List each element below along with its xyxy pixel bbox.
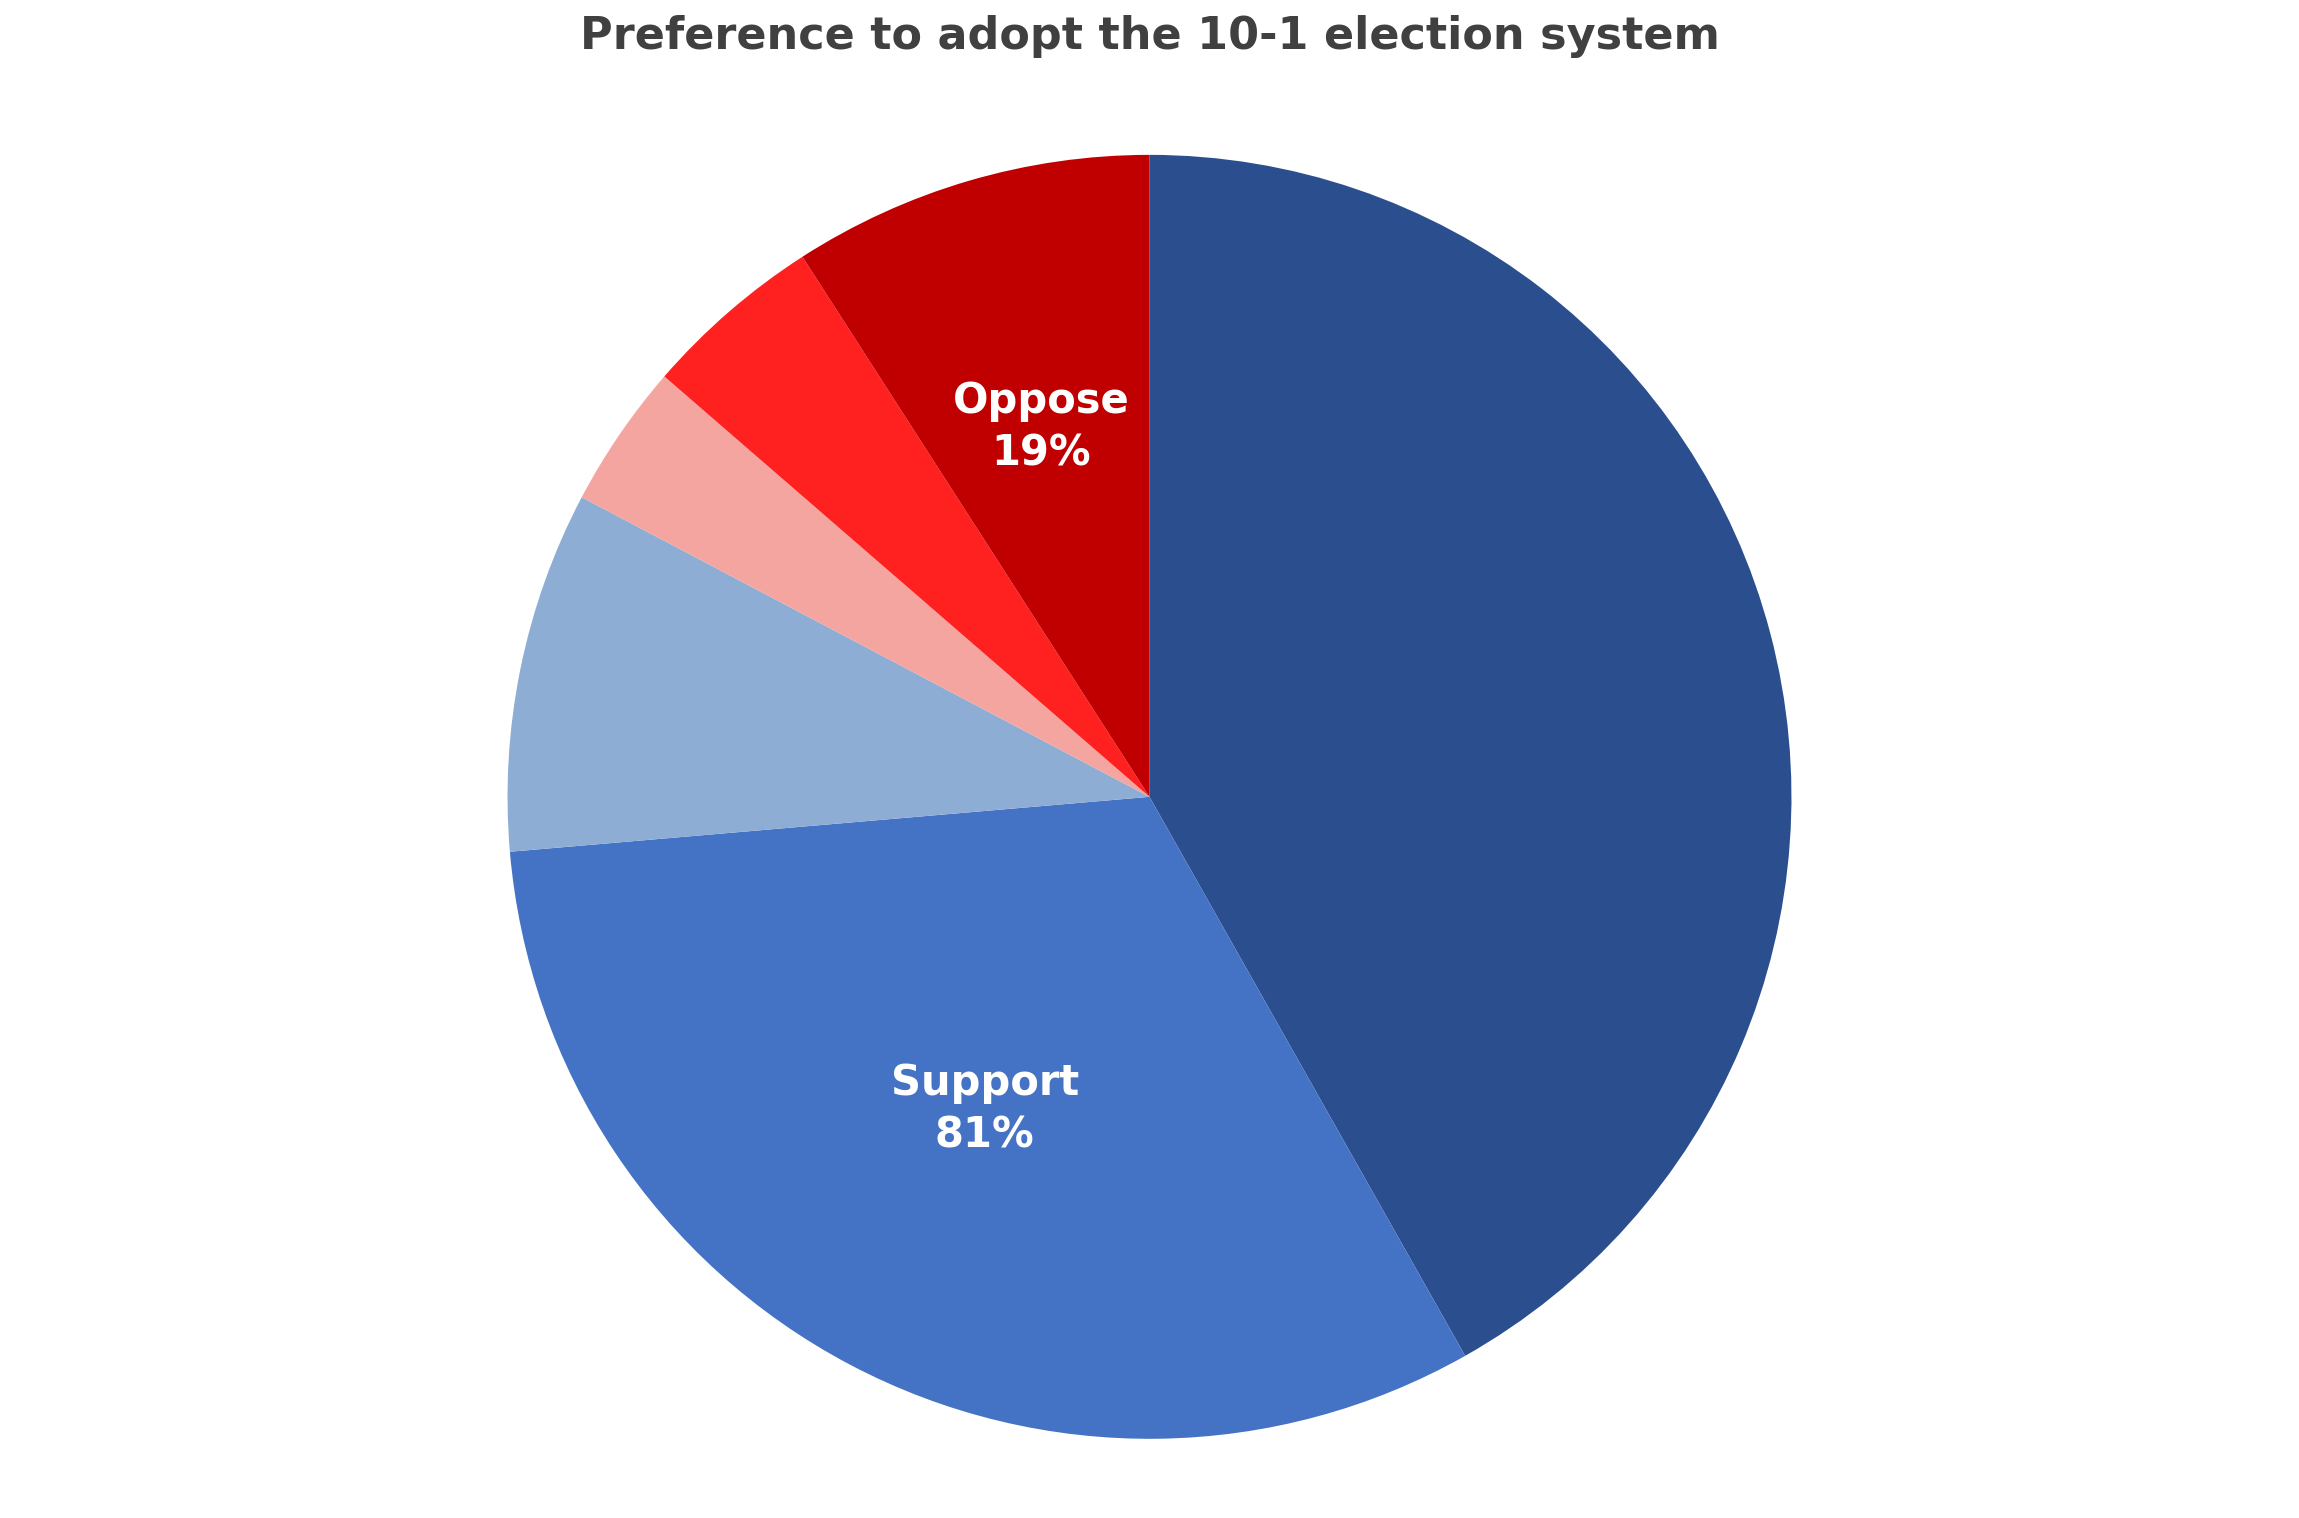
Text: Support
81%: Support 81% bbox=[890, 1063, 1078, 1157]
Wedge shape bbox=[802, 155, 1150, 797]
Title: Preference to adopt the 10-1 election system: Preference to adopt the 10-1 election sy… bbox=[579, 15, 1720, 58]
Wedge shape bbox=[582, 376, 1150, 797]
Wedge shape bbox=[510, 797, 1464, 1439]
Text: Oppose
19%: Oppose 19% bbox=[952, 381, 1129, 474]
Wedge shape bbox=[508, 498, 1150, 852]
Wedge shape bbox=[1150, 155, 1791, 1356]
Wedge shape bbox=[664, 257, 1150, 797]
